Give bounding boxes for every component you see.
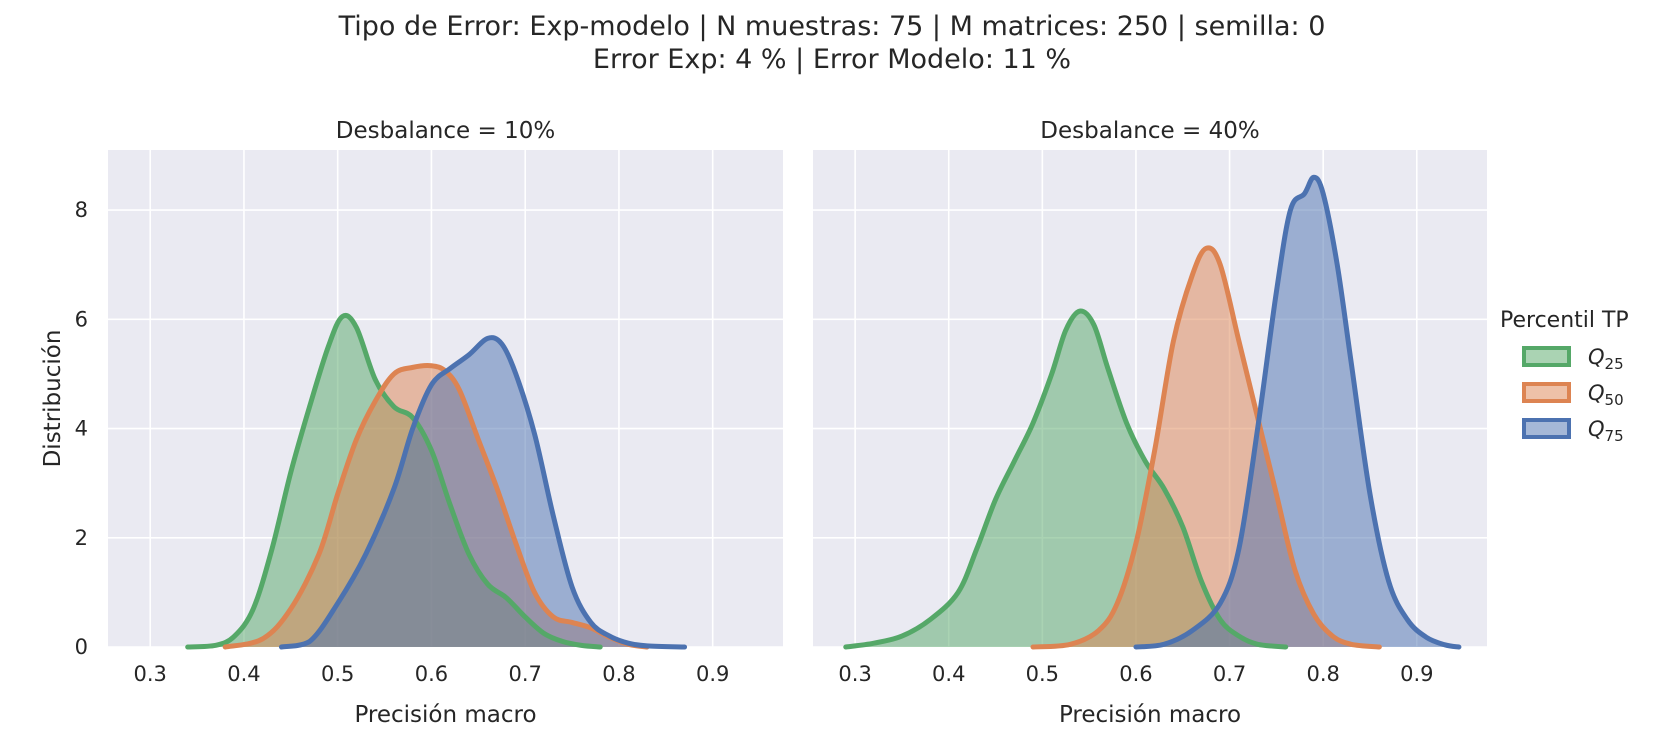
x-tick-label: 0.9: [1400, 662, 1433, 686]
legend-label-q25: Q25: [1588, 345, 1624, 373]
series-group: [843, 174, 1462, 650]
x-tick-label: 0.7: [1213, 662, 1246, 686]
legend: Percentil TP Q25 Q50 Q75: [1500, 308, 1629, 445]
series-group: [185, 312, 688, 650]
figure-title-line-1: Tipo de Error: Exp-modelo | N muestras: …: [338, 11, 1326, 42]
series-q50-line: [1030, 245, 1382, 650]
legend-swatch-q25: [1522, 346, 1571, 367]
legend-label-q75: Q75: [1588, 417, 1624, 445]
y-tick-label: 2: [75, 526, 88, 550]
series-q25-line: [185, 312, 603, 650]
x-tick-label: 0.4: [227, 662, 260, 686]
x-tick-label: 0.8: [1306, 662, 1339, 686]
x-tick-label: 0.6: [415, 662, 448, 686]
x-tick-label: 0.3: [838, 662, 871, 686]
x-tick-label: 0.5: [321, 662, 354, 686]
legend-swatch-q75: [1522, 418, 1571, 439]
series-q75-area: [1135, 177, 1459, 647]
panel-title: Desbalance = 10%: [336, 118, 555, 144]
figure-title-line-2: Error Exp: 4 % | Error Modelo: 11 %: [592, 44, 1072, 75]
x-tick-label: 0.3: [133, 662, 166, 686]
x-tick-label: 0.9: [696, 662, 729, 686]
y-tick-label: 6: [75, 307, 88, 331]
series-q50-line: [222, 363, 650, 650]
series-q50-area: [1032, 247, 1380, 648]
legend-swatch-q50: [1522, 382, 1571, 403]
series-q75-line: [278, 335, 688, 650]
x-tick-label: 0.8: [602, 662, 635, 686]
x-tick-label: 0.6: [1119, 662, 1152, 686]
y-tick-label: 0: [75, 635, 88, 659]
series-q75-line: [1133, 174, 1462, 650]
legend-title: Percentil TP: [1500, 308, 1629, 333]
x-tick-label: 0.7: [508, 662, 541, 686]
x-axis-label: Precisión macro: [354, 702, 536, 728]
y-tick-label: 8: [75, 198, 88, 222]
legend-label-q50: Q50: [1588, 381, 1624, 409]
panel-title: Desbalance = 40%: [1040, 118, 1259, 144]
x-axis-label: Precisión macro: [1059, 702, 1241, 728]
series-q25-line: [843, 308, 1289, 650]
panel-desbalance-40: 0.3 0.4 0.5 0.6 0.7 0.8 0.9 Precisión macro Desb…: [813, 118, 1487, 728]
panel-desbalance-10: 0.3 0.4 0.5 0.6 0.7 0.8 0.9 0 2 4 6 8 Precisión macr…: [40, 118, 783, 728]
series-q75-area: [281, 337, 685, 647]
x-tick-label: 0.5: [1026, 662, 1059, 686]
x-tick-label: 0.4: [932, 662, 965, 686]
y-tick-label: 4: [75, 417, 88, 441]
y-axis-label: Distribución: [40, 330, 66, 468]
